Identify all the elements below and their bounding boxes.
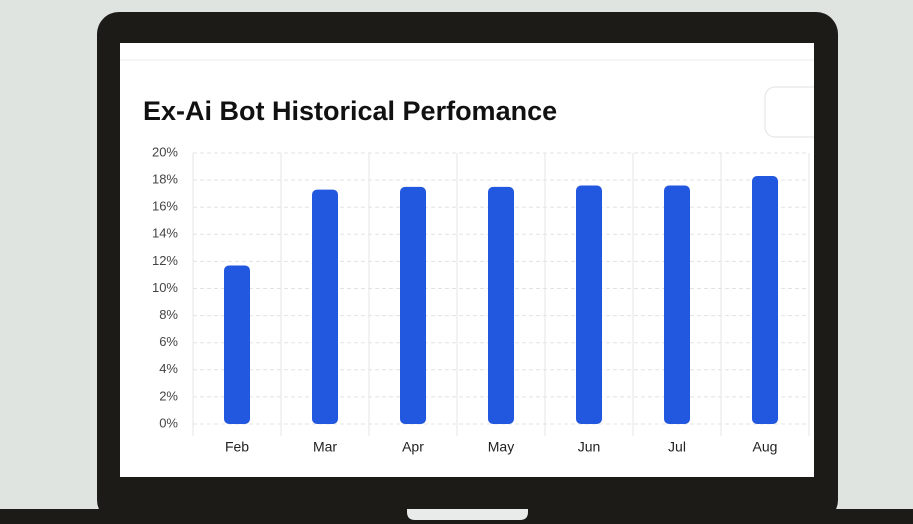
x-tick-label: Jun xyxy=(578,439,601,455)
y-tick-label: 12% xyxy=(152,253,178,268)
y-tick-label: 10% xyxy=(152,280,178,295)
bar xyxy=(488,187,514,424)
x-tick-label: Apr xyxy=(402,439,424,455)
y-tick-label: 14% xyxy=(152,226,178,241)
laptop-mockup: Ex-Ai Bot Historical Perfomance 0% 2% 4% 6%… xyxy=(0,0,913,524)
x-tick-label: Aug xyxy=(753,439,778,455)
x-tick-label: Feb xyxy=(225,439,249,455)
y-tick-label: 2% xyxy=(159,388,178,403)
y-tick-label: 6% xyxy=(159,334,178,349)
bar xyxy=(752,176,778,424)
bar xyxy=(400,187,426,424)
y-tick-label: 0% xyxy=(159,415,178,430)
y-tick-label: 4% xyxy=(159,361,178,376)
y-tick-label: 18% xyxy=(152,172,178,187)
x-tick-label: May xyxy=(488,439,514,455)
y-tick-label: 20% xyxy=(152,144,178,159)
bar xyxy=(312,190,338,424)
x-tick-label: Mar xyxy=(313,439,337,455)
x-tick-label: Jul xyxy=(668,439,686,455)
y-tick-label: 8% xyxy=(159,307,178,322)
bar xyxy=(664,186,690,424)
bar xyxy=(576,186,602,424)
y-tick-label: 16% xyxy=(152,199,178,214)
base-notch xyxy=(407,509,528,520)
chart-title: Ex-Ai Bot Historical Perfomance xyxy=(143,96,557,126)
bar xyxy=(224,265,250,424)
